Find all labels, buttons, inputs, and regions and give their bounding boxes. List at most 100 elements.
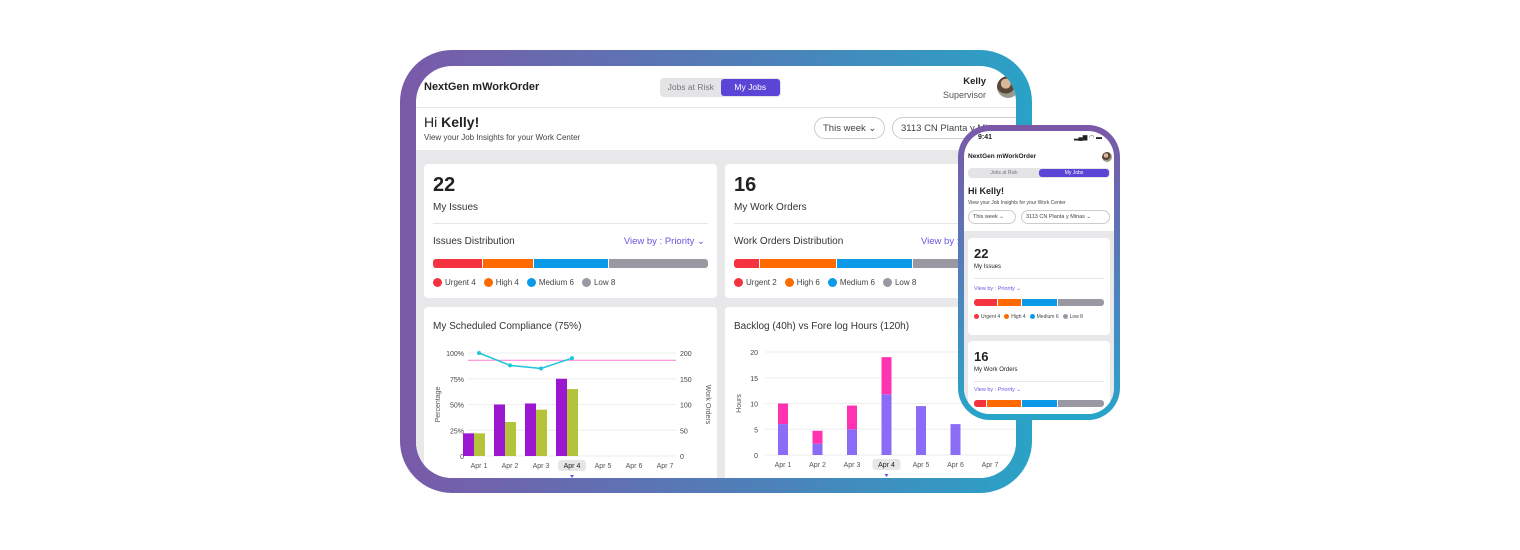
segment-high	[986, 400, 1022, 407]
legend-label: Low 8	[894, 278, 917, 287]
bar-apr-2-s1	[505, 422, 516, 456]
bar-apr-6-s0	[950, 424, 961, 455]
phone-frame: 9:41 ▂▄▆ ◠ ▬ NextGen mWorkOrder Jobs at …	[958, 125, 1120, 420]
phone-issues-legend: Urgent 4 High 4 Medium 6 Low 8	[974, 314, 1083, 320]
y-axis-label: Hours	[736, 394, 743, 413]
y2-tick-label: 150	[680, 377, 692, 384]
legend-label: Medium 6	[538, 278, 574, 287]
tab-jobs-at-risk[interactable]: Jobs at Risk	[990, 170, 1018, 176]
phone-issues-bar	[974, 299, 1104, 306]
y-tick-label: 25%	[450, 428, 464, 435]
legend-item-low: Low 8	[1062, 314, 1083, 320]
segment-urgent	[974, 400, 986, 407]
view-toggle: Jobs at Risk My Jobs	[660, 78, 781, 97]
legend-item-urgent: Urgent 4	[433, 278, 476, 288]
segment-urgent	[734, 259, 760, 268]
divider	[974, 278, 1104, 279]
bar-apr-1-s1	[778, 403, 788, 425]
legend-label: Low 8	[1069, 314, 1083, 320]
tab-jobs-at-risk[interactable]: Jobs at Risk	[667, 82, 714, 92]
segment-low	[609, 259, 708, 268]
segment-high	[760, 259, 836, 268]
greeting-subtitle: View your Job Insights for your Work Cen…	[424, 133, 581, 142]
phone-greeting: Hi Kelly!	[968, 186, 1004, 196]
line-point	[477, 351, 481, 355]
y-tick-label: 50%	[450, 403, 464, 410]
phone-period-dropdown[interactable]: This week ⌄	[968, 210, 1016, 224]
issues-label: My Issues	[974, 264, 1002, 270]
selected-marker	[570, 475, 574, 478]
phone-time: 9:41	[978, 134, 993, 141]
bar-apr-3-s0	[847, 429, 857, 455]
legend-dot	[433, 278, 442, 288]
y-tick-label: 0	[754, 453, 758, 460]
tab-my-jobs[interactable]: My Jobs	[720, 79, 780, 96]
bar-apr-3-s1	[536, 409, 547, 456]
selected-category-bg	[558, 460, 586, 471]
y2-axis-label: Work Orders	[704, 385, 711, 425]
legend-dot	[827, 278, 837, 288]
header-divider	[416, 107, 1016, 108]
user-role: Supervisor	[942, 90, 986, 100]
bar-apr-2-s0	[812, 443, 823, 455]
phone-greeting-subtitle: View your Job Insights for your Work Cen…	[968, 200, 1066, 206]
bar-apr-3-s0	[525, 403, 536, 456]
x-tick-label: Apr 6	[626, 463, 643, 470]
legend-label: Urgent 4	[981, 314, 1001, 320]
y2-tick-label: 0	[680, 454, 684, 461]
avatar[interactable]	[997, 76, 1016, 98]
work-orders-view-by[interactable]: View by : Priority ⌄	[974, 387, 1021, 393]
issues-legend: Urgent 4 High 4 Medium 6 Low 8	[433, 278, 615, 288]
user-info: Kelly Supervisor	[943, 76, 986, 100]
segment-urgent	[974, 299, 998, 306]
chevron-down-icon: ⌄	[697, 236, 705, 247]
view-by-label: View by : Priority	[921, 236, 992, 247]
phone-location-dropdown[interactable]: 3113 CN Planta y Minas ⌄	[1021, 210, 1110, 224]
bar-apr-1-s0	[778, 424, 788, 455]
x-tick-label: Apr 6	[947, 462, 964, 469]
segment-medium	[1022, 400, 1057, 407]
bar-apr-2-s0	[494, 404, 505, 456]
phone-work-orders-bar	[974, 400, 1104, 407]
period-dropdown[interactable]: This week ⌄	[814, 117, 885, 139]
issues-view-by[interactable]: View by : Priority ⌄	[624, 236, 705, 247]
selected-marker	[884, 474, 889, 477]
backlog-title: Backlog (40h) vs Fore log Hours (120h)	[734, 321, 910, 332]
x-tick-label: Apr 4	[564, 463, 581, 470]
segment-low	[1057, 299, 1104, 306]
y-tick-label: 100%	[446, 351, 464, 358]
phone-work-orders-card: 16 My Work Orders View by : Priority ⌄	[968, 341, 1110, 414]
legend-dot	[974, 314, 979, 320]
segment-medium	[1022, 299, 1057, 306]
y-tick-label: 75%	[450, 377, 464, 384]
legend-item-high: High 4	[483, 278, 519, 288]
bar-apr-3-s1	[847, 405, 857, 430]
x-tick-label: Apr 5	[913, 462, 930, 469]
y-tick-label: 10	[750, 402, 758, 409]
segment-high	[483, 259, 533, 268]
issues-card: 22 My Issues Issues Distribution View by…	[424, 164, 717, 298]
bar-apr-2-s1	[812, 430, 823, 444]
issues-view-by[interactable]: View by : Priority ⌄	[974, 286, 1021, 292]
y-tick-label: 5	[754, 427, 758, 434]
legend-item-high: High 4	[1004, 314, 1026, 320]
x-tick-label: Apr 4	[878, 462, 895, 469]
legend-label: Urgent 4	[445, 278, 476, 287]
desktop-screen: NextGen mWorkOrder Jobs at Risk My Jobs …	[416, 66, 1016, 478]
segment-high	[998, 299, 1022, 306]
bar-apr-1-s1	[474, 433, 485, 456]
phone-avatar[interactable]	[1102, 152, 1112, 162]
x-tick-label: Apr 2	[502, 463, 519, 470]
chevron-down-icon: ⌄	[868, 122, 877, 134]
tab-my-jobs[interactable]: My Jobs	[1039, 169, 1109, 177]
y-tick-label: 15	[750, 376, 758, 383]
divider	[734, 223, 1014, 224]
compliance-card: My Scheduled Compliance (75%) 0 0 25% 50 50%…	[424, 307, 717, 478]
x-tick-label: Apr 7	[982, 462, 999, 469]
bar-apr-1-s0	[463, 433, 474, 456]
legend-dot	[526, 278, 536, 288]
greeting-hi: Hi	[424, 114, 438, 130]
bar-apr-4-s0	[881, 394, 892, 455]
segment-low	[1057, 400, 1104, 407]
legend-item-low: Low 8	[882, 278, 917, 288]
